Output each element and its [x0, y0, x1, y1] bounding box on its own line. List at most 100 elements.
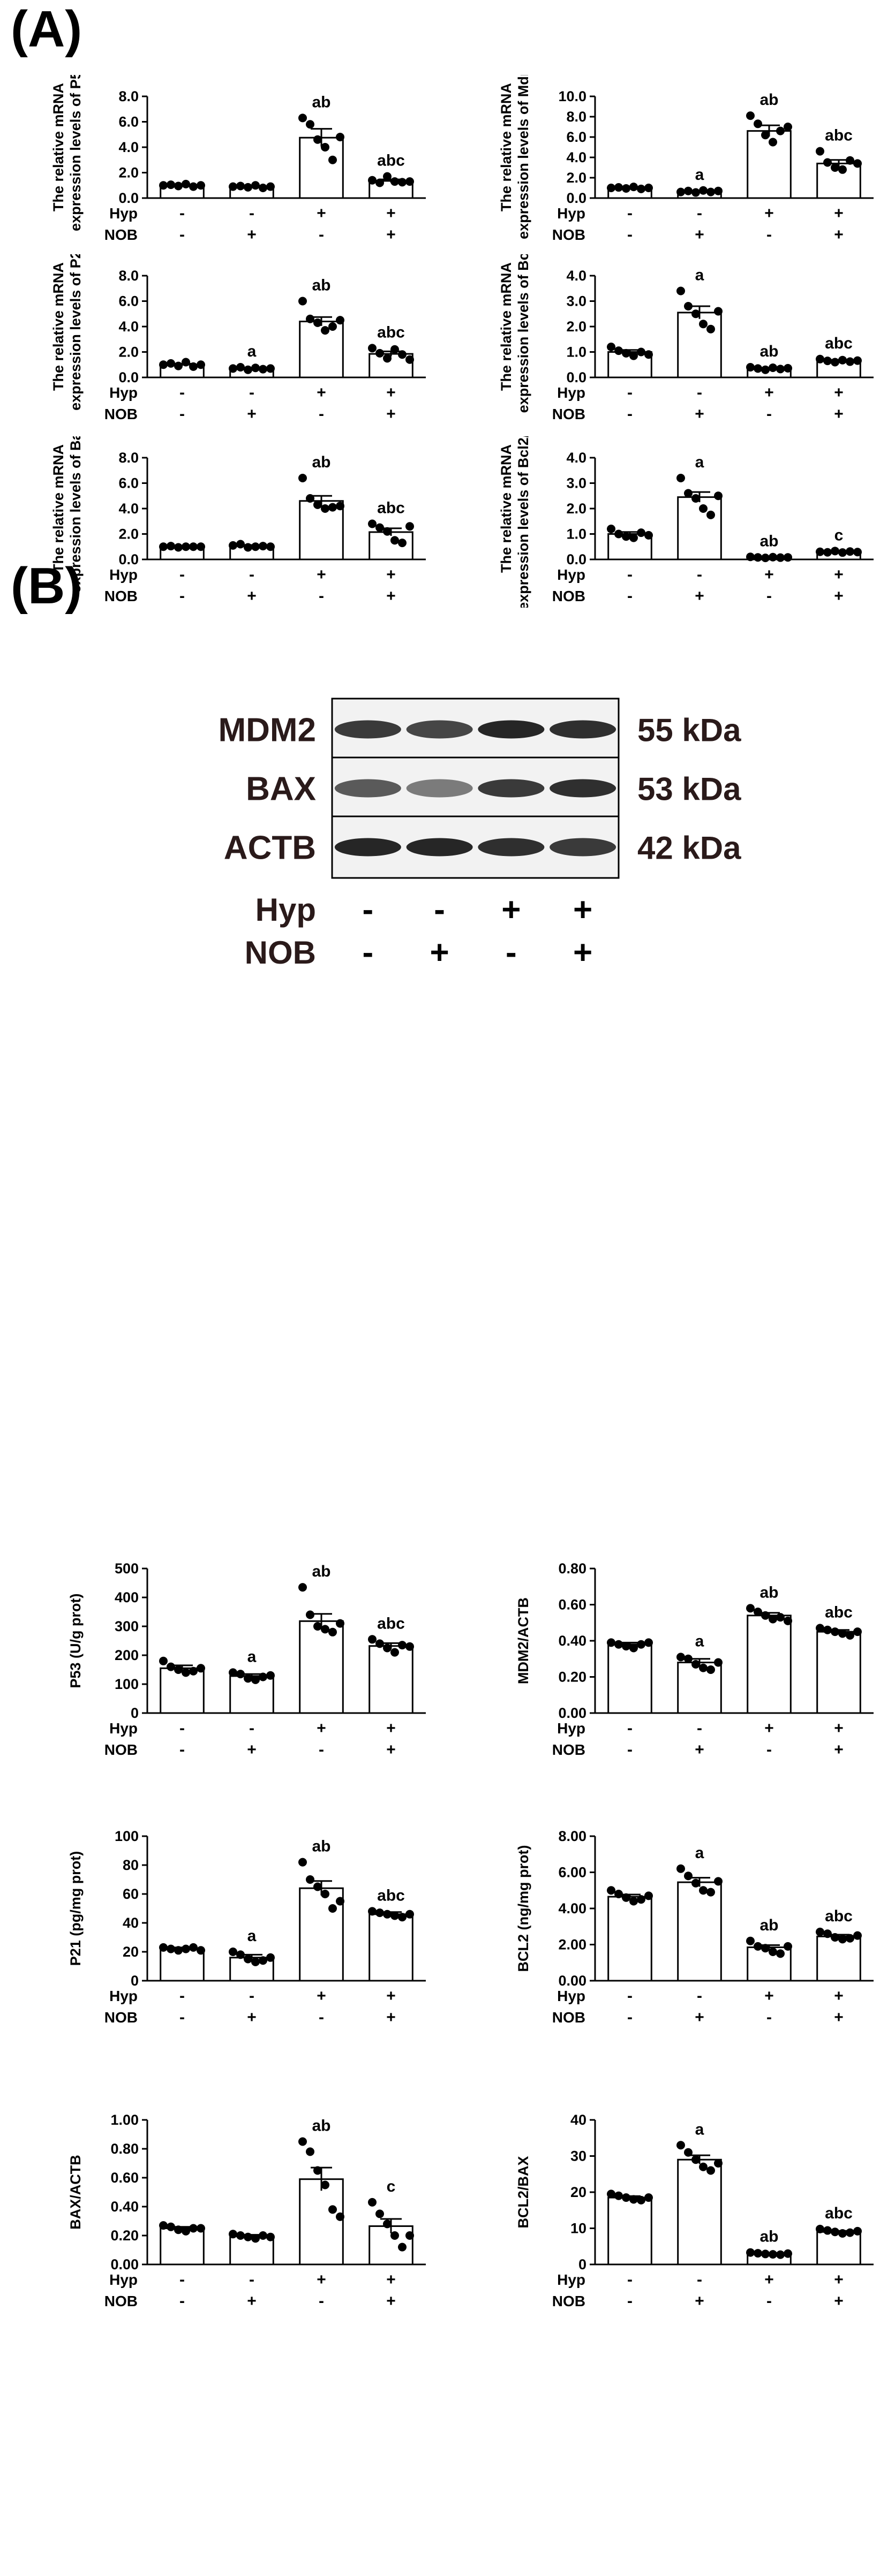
hyp-sign: - [249, 384, 254, 401]
y-tick-label: 10 [570, 2221, 586, 2237]
hyp-row-label: Hyp [109, 384, 138, 401]
significance-label: abc [825, 1603, 853, 1621]
data-point [259, 184, 267, 192]
hyp-sign: + [834, 1987, 844, 2005]
data-point [336, 2212, 344, 2221]
data-point [776, 1613, 785, 1622]
hyp-sign: - [249, 566, 254, 584]
data-point [189, 1943, 198, 1952]
significance-label: c [387, 2178, 396, 2195]
data-point [629, 533, 638, 542]
data-point [189, 2224, 198, 2233]
data-point [761, 2249, 770, 2259]
data-point [838, 548, 847, 557]
significance-label: abc [377, 1886, 405, 1904]
data-point [383, 2219, 392, 2229]
y-tick-label: 40 [570, 2112, 586, 2128]
y-axis-label-line: The relative mRNA [498, 83, 514, 211]
significance-label: ab [759, 532, 778, 550]
protein-band [478, 779, 545, 798]
nob-sign: + [247, 2292, 257, 2310]
y-axis-label: MDM2/ACTB [515, 1597, 531, 1684]
data-point [167, 542, 175, 551]
y-tick-label: 4.0 [118, 319, 139, 335]
hyp-sign: + [764, 2271, 774, 2289]
y-tick-label: 6.0 [118, 114, 139, 130]
data-point [691, 2155, 700, 2164]
bar [229, 1675, 274, 1714]
nob-sign: - [627, 2292, 633, 2310]
bar [160, 2228, 205, 2266]
data-point [306, 1875, 314, 1884]
hyp-sign: + [764, 204, 774, 222]
y-axis-label: The relative mRNA expression levels of Md… [498, 75, 531, 239]
data-point [328, 2205, 337, 2214]
nob-sign: - [627, 2009, 633, 2026]
band-size: 42 kDa [637, 830, 741, 866]
hyp-sign: - [179, 566, 185, 584]
data-point [368, 1907, 377, 1916]
bar [368, 1645, 413, 1714]
data-point [375, 178, 384, 187]
hyp-sign: + [386, 204, 396, 222]
data-point [746, 2248, 755, 2257]
data-point [816, 1624, 824, 1633]
data-point [174, 361, 183, 370]
y-tick-label: 1.00 [110, 2112, 139, 2128]
hyp-row-label: Hyp [557, 1988, 585, 2004]
hyp-row-label: Hyp [109, 2271, 138, 2288]
data-point [398, 2242, 407, 2252]
data-point [306, 120, 314, 129]
data-point [159, 1943, 168, 1952]
chart-bcl2-mrna: The relative mRNA expression levels of Bc… [498, 254, 874, 423]
bar [816, 2231, 861, 2266]
data-point [706, 2166, 715, 2175]
data-point [328, 503, 337, 512]
band-name: ACTB [224, 830, 316, 867]
data-point [266, 182, 275, 191]
nob-row-label: NOB [104, 406, 138, 422]
y-axis-label-line: The relative mRNA [50, 262, 66, 391]
nob-row-label: NOB [552, 2009, 585, 2026]
data-point [336, 1897, 344, 1906]
nob-sign: - [627, 1741, 633, 1759]
data-point [189, 1666, 198, 1676]
nob-sign: - [319, 587, 324, 605]
data-point [637, 2195, 645, 2204]
data-point [622, 1642, 630, 1651]
significance-label: abc [825, 127, 853, 145]
hyp-sign: - [697, 1987, 702, 2005]
data-point [390, 1648, 399, 1657]
data-point [831, 2228, 839, 2237]
data-point [390, 536, 399, 545]
data-point [236, 1670, 245, 1679]
data-point [754, 2249, 762, 2258]
hyp-sign: + [317, 566, 326, 584]
data-point [266, 542, 275, 551]
y-tick-label: 0 [131, 1705, 139, 1721]
band-name: MDM2 [218, 712, 316, 749]
nob-sign: + [573, 934, 592, 971]
y-tick-label: 2.0 [566, 319, 586, 335]
data-point [159, 542, 168, 551]
y-axis-label-line: The relative mRNA [50, 83, 66, 211]
data-point [313, 2166, 322, 2175]
data-point [197, 1946, 205, 1955]
y-tick-label: 0.20 [558, 1669, 586, 1685]
hyp-sign: - [434, 891, 445, 928]
data-point [629, 351, 638, 360]
protein-band [478, 720, 545, 739]
nob-row-label: NOB [245, 935, 316, 971]
data-point [637, 347, 645, 357]
data-point [769, 2250, 777, 2259]
nob-row-label: NOB [552, 406, 585, 422]
data-point [607, 184, 615, 192]
data-point [754, 119, 762, 128]
data-point [336, 133, 344, 141]
hyp-sign: + [834, 384, 844, 401]
data-point [189, 542, 198, 551]
y-tick-label: 4.0 [566, 149, 586, 165]
data-point [398, 350, 407, 359]
nob-sign: + [695, 587, 704, 605]
y-axis-label-line: The relative mRNA [498, 262, 514, 391]
